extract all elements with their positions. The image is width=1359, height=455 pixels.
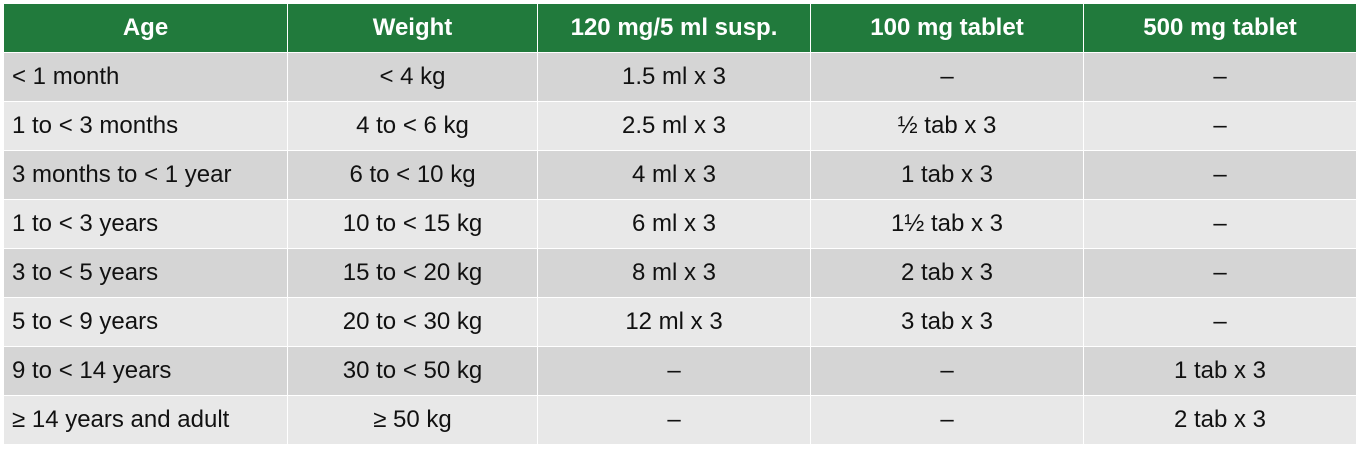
table-cell: ≥ 50 kg	[287, 395, 538, 445]
table-cell: 3 months to < 1 year	[3, 150, 288, 200]
column-header: 500 mg tablet	[1083, 3, 1357, 53]
table-cell: 1 to < 3 years	[3, 199, 288, 249]
table-cell: –	[810, 346, 1084, 396]
table-cell: 6 ml x 3	[537, 199, 811, 249]
table-row: < 1 month < 4 kg 1.5 ml x 3– –	[3, 52, 1357, 102]
table-cell: 2 tab x 3	[1083, 395, 1357, 445]
table-cell: 4 to < 6 kg	[287, 101, 538, 151]
table-row: ≥ 14 years and adult ≥ 50 kg – –2 tab x 3	[3, 395, 1357, 445]
table-cell: 8 ml x 3	[537, 248, 811, 298]
table-cell: –	[1083, 297, 1357, 347]
table-cell: ½ tab x 3	[810, 101, 1084, 151]
table-cell: –	[1083, 101, 1357, 151]
table-cell: 2 tab x 3	[810, 248, 1084, 298]
column-header: 100 mg tablet	[810, 3, 1084, 53]
table-cell: 3 to < 5 years	[3, 248, 288, 298]
table-body: < 1 month < 4 kg 1.5 ml x 3– –1 to < 3 mont…	[3, 52, 1357, 445]
table-cell: 20 to < 30 kg	[287, 297, 538, 347]
table-cell: 30 to < 50 kg	[287, 346, 538, 396]
table-cell: 3 tab x 3	[810, 297, 1084, 347]
table-cell: 1 tab x 3	[810, 150, 1084, 200]
table-cell: –	[537, 346, 811, 396]
table-cell: –	[1083, 150, 1357, 200]
table-cell: 1 to < 3 months	[3, 101, 288, 151]
table-cell: 4 ml x 3	[537, 150, 811, 200]
table-cell: ≥ 14 years and adult	[3, 395, 288, 445]
table-cell: 12 ml x 3	[537, 297, 811, 347]
table-cell: –	[810, 52, 1084, 102]
table-row: 1 to < 3 years 10 to < 15 kg 6 ml x 3 1½ ta…	[3, 199, 1357, 249]
table-cell: 1.5 ml x 3	[537, 52, 811, 102]
table-cell: –	[1083, 199, 1357, 249]
table-cell: –	[1083, 248, 1357, 298]
table-row: 3 months to < 1 year 6 to < 10 kg 4 ml x 3…	[3, 150, 1357, 200]
column-header: Weight	[287, 3, 538, 53]
table-cell: 1 tab x 3	[1083, 346, 1357, 396]
table-cell: 6 to < 10 kg	[287, 150, 538, 200]
table-cell: –	[810, 395, 1084, 445]
table-cell: –	[1083, 52, 1357, 102]
table-cell: 5 to < 9 years	[3, 297, 288, 347]
column-header: 120 mg/5 ml susp.	[537, 3, 811, 53]
table-cell: < 1 month	[3, 52, 288, 102]
column-header: Age	[3, 3, 288, 53]
header-row: Age Weight 120 mg/5 ml susp. 100 mg tablet 5…	[3, 3, 1357, 53]
table-cell: 2.5 ml x 3	[537, 101, 811, 151]
table-cell: –	[537, 395, 811, 445]
table-cell: 10 to < 15 kg	[287, 199, 538, 249]
table-row: 9 to < 14 years 30 to < 50 kg – –1 tab x 3	[3, 346, 1357, 396]
table-cell: 1½ tab x 3	[810, 199, 1084, 249]
dosage-table: Age Weight 120 mg/5 ml susp. 100 mg tablet 5…	[3, 3, 1357, 445]
table-cell: < 4 kg	[287, 52, 538, 102]
table-cell: 15 to < 20 kg	[287, 248, 538, 298]
table-cell: 9 to < 14 years	[3, 346, 288, 396]
